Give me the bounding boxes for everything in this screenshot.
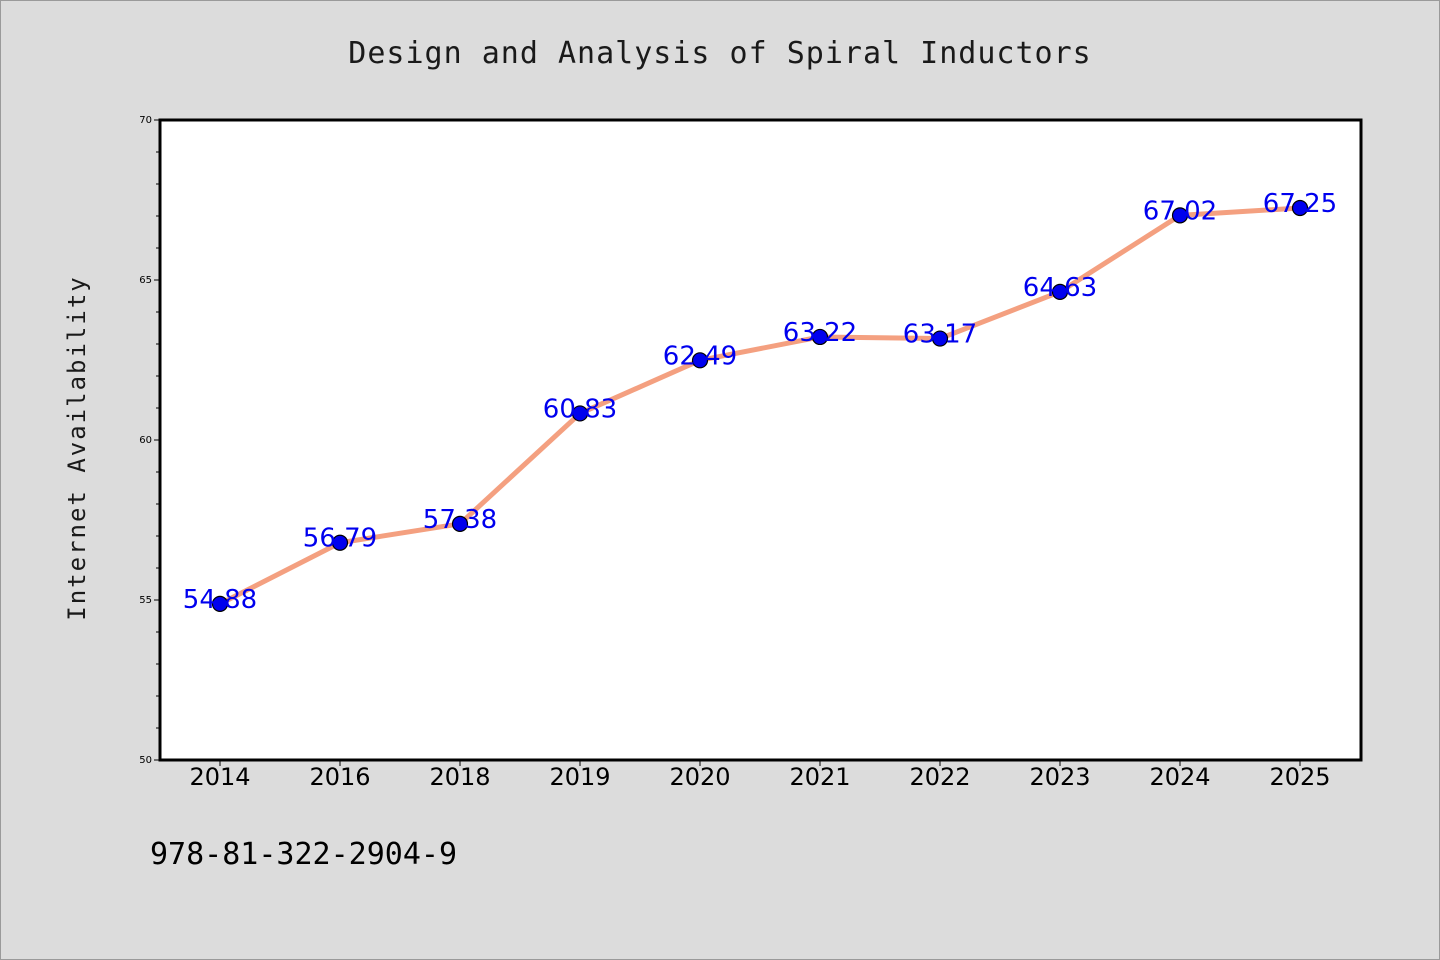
data-label: 57.38 [423,505,497,535]
data-point [571,405,589,422]
data-label: 67.02 [1143,196,1217,226]
y-tick-label: 60 [139,435,152,446]
data-label: 56.79 [303,524,377,554]
y-tick-label: 65 [139,275,152,286]
x-tick-label: 2025 [1269,763,1330,791]
data-point [1291,199,1309,217]
data-label: 63.17 [903,320,977,350]
data-label: 62.49 [663,341,737,371]
x-tick-label: 2021 [789,763,850,791]
y-tick-label: 70 [139,115,152,126]
data-point [1171,207,1189,224]
data-point [211,595,229,612]
data-point [691,352,709,369]
y-tick-label: 50 [139,755,152,766]
x-axis-ticks: 2014 2016 2018 2019 2020 2021 2022 2023 2024 2025 [189,760,1331,791]
data-label: 54.88 [183,585,257,615]
data-point [451,515,469,532]
x-tick-label: 2022 [909,763,970,791]
data-label: 60.83 [543,394,617,424]
x-tick-label: 2016 [309,763,370,791]
series-line [217,205,1303,607]
x-tick-label: 2019 [549,763,610,791]
y-axis-label: Internet Availability [63,275,91,620]
x-tick-label: 2018 [429,763,490,791]
data-label: 63.22 [783,318,857,348]
data-point [931,330,949,347]
chart-title: Design and Analysis of Spiral Inductors [348,36,1091,71]
isbn-text: 978-81-322-2904-9 [150,837,457,872]
x-tick-label: 2023 [1029,763,1090,791]
x-tick-label: 2024 [1149,763,1210,791]
data-label: 67.25 [1263,189,1337,219]
series-group: 54.88 56.79 57.38 60.83 62.49 63.22 63.17 64.63… [183,189,1337,615]
data-label: 64.63 [1023,273,1097,303]
data-point [331,534,349,551]
data-point [1051,283,1069,300]
y-tick-label: 55 [139,595,152,606]
x-tick-label: 2020 [669,763,730,791]
x-tick-label: 2014 [189,763,250,791]
y-axis-ticks: 50 55 60 65 70 [139,115,160,766]
data-point [811,328,829,346]
